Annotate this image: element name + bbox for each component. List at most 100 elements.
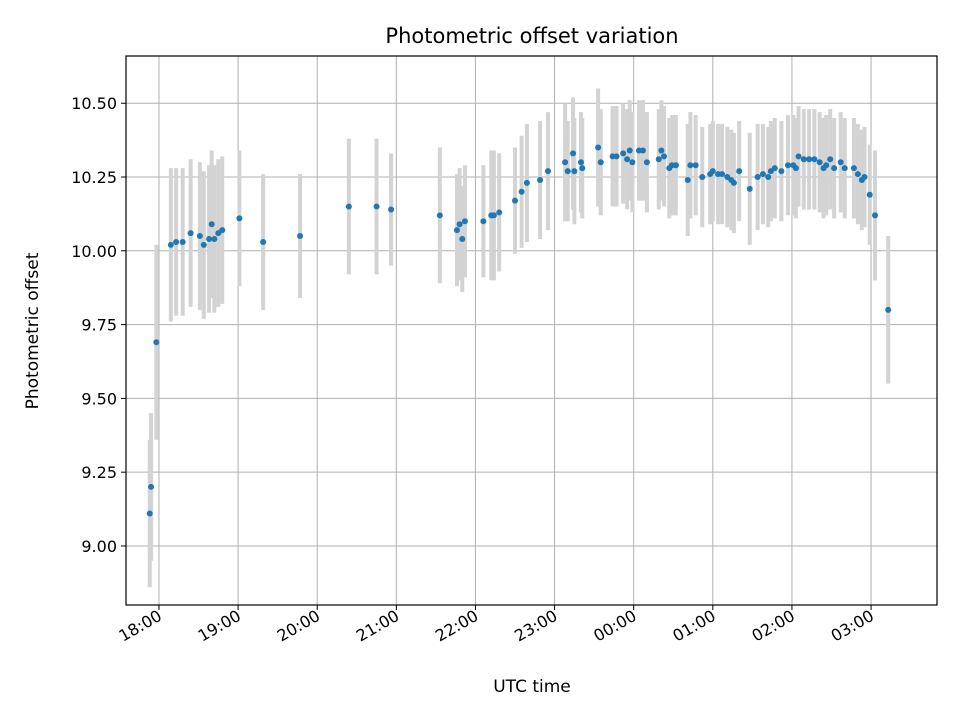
data-point xyxy=(537,176,544,183)
data-point xyxy=(480,218,487,225)
data-point xyxy=(655,156,662,163)
data-point xyxy=(236,215,243,222)
data-point xyxy=(765,174,772,181)
y-tick-label: 9.75 xyxy=(81,316,117,335)
x-axis-label: UTC time xyxy=(493,677,571,697)
y-tick-label: 10.00 xyxy=(71,242,117,261)
y-tick-label: 9.25 xyxy=(81,463,117,482)
data-point xyxy=(795,153,802,160)
data-point xyxy=(570,150,577,157)
data-point xyxy=(579,165,586,172)
y-tick-label: 9.00 xyxy=(81,537,117,556)
data-point xyxy=(672,162,679,169)
data-point xyxy=(456,221,463,228)
data-point xyxy=(629,159,636,166)
data-point xyxy=(800,156,807,163)
data-point xyxy=(823,162,830,169)
data-point xyxy=(179,238,186,245)
data-point xyxy=(626,147,633,154)
data-point xyxy=(146,510,153,517)
data-point xyxy=(345,203,352,210)
data-point xyxy=(490,212,497,219)
error-bars xyxy=(147,88,891,588)
data-point xyxy=(730,179,737,186)
data-point xyxy=(153,339,160,346)
data-point xyxy=(208,221,215,228)
data-point xyxy=(260,238,267,245)
y-tick-label: 10.50 xyxy=(71,94,117,113)
data-point xyxy=(837,159,844,166)
data-point xyxy=(200,241,207,248)
data-points xyxy=(146,144,892,517)
data-point xyxy=(684,176,691,183)
data-point xyxy=(784,162,791,169)
y-tick-label: 10.25 xyxy=(71,168,117,187)
x-tick-label: 01:00 xyxy=(669,606,718,646)
data-point xyxy=(219,227,226,234)
data-point xyxy=(206,236,213,242)
data-point xyxy=(811,156,818,163)
data-point xyxy=(461,218,468,225)
data-point xyxy=(436,212,443,219)
data-point xyxy=(613,153,620,160)
data-point xyxy=(754,174,761,181)
data-point xyxy=(562,159,569,166)
data-point xyxy=(211,236,218,242)
data-point xyxy=(746,185,753,192)
data-point xyxy=(512,197,519,204)
data-point xyxy=(778,168,785,175)
x-axis-ticks: 18:00 19:00 20:00 21:00 22:00 23:00 00:00 01:00… xyxy=(116,605,877,646)
x-tick-label: 22:00 xyxy=(432,606,481,646)
grid-lines xyxy=(126,56,937,605)
data-point xyxy=(699,174,706,181)
data-point xyxy=(173,238,180,245)
data-point xyxy=(595,144,602,151)
x-tick-label: 00:00 xyxy=(590,606,639,646)
data-point xyxy=(597,159,604,166)
data-point xyxy=(373,203,380,210)
data-point xyxy=(854,171,861,178)
data-point xyxy=(759,171,766,178)
data-point xyxy=(827,156,834,163)
x-tick-label: 23:00 xyxy=(511,606,560,646)
data-point xyxy=(196,233,203,240)
data-point xyxy=(736,168,743,175)
y-axis-label: Photometric offset xyxy=(23,252,43,409)
data-point xyxy=(518,188,525,195)
data-point xyxy=(496,209,503,216)
data-point xyxy=(643,159,650,166)
data-point xyxy=(523,179,530,186)
data-point xyxy=(571,168,578,175)
data-point xyxy=(658,147,665,154)
data-point xyxy=(771,165,778,172)
data-point xyxy=(719,171,726,178)
chart-title: Photometric offset variation xyxy=(385,24,678,48)
data-point xyxy=(187,230,194,237)
data-point xyxy=(620,150,627,157)
x-tick-label: 02:00 xyxy=(749,606,798,646)
data-point xyxy=(148,483,155,490)
data-point xyxy=(866,191,873,198)
data-point xyxy=(850,165,857,172)
y-tick-label: 9.50 xyxy=(81,389,117,408)
x-tick-label: 18:00 xyxy=(116,606,165,646)
y-axis-ticks: 9.00 9.25 9.50 9.75 10.00 10.25 10.50 xyxy=(71,94,126,556)
data-point xyxy=(661,153,668,160)
data-point xyxy=(639,147,646,154)
data-point xyxy=(831,165,838,172)
data-point xyxy=(459,236,466,242)
data-point xyxy=(885,306,892,313)
data-point xyxy=(297,233,304,240)
data-point xyxy=(564,168,571,175)
data-point xyxy=(872,212,879,219)
data-point xyxy=(861,174,868,181)
x-tick-label: 19:00 xyxy=(195,606,244,646)
data-point xyxy=(167,241,174,248)
x-tick-label: 21:00 xyxy=(353,606,402,646)
data-point xyxy=(841,165,848,172)
x-tick-label: 03:00 xyxy=(828,606,877,646)
data-point xyxy=(388,206,395,213)
x-tick-label: 20:00 xyxy=(274,606,323,646)
plot-frame xyxy=(125,55,938,606)
